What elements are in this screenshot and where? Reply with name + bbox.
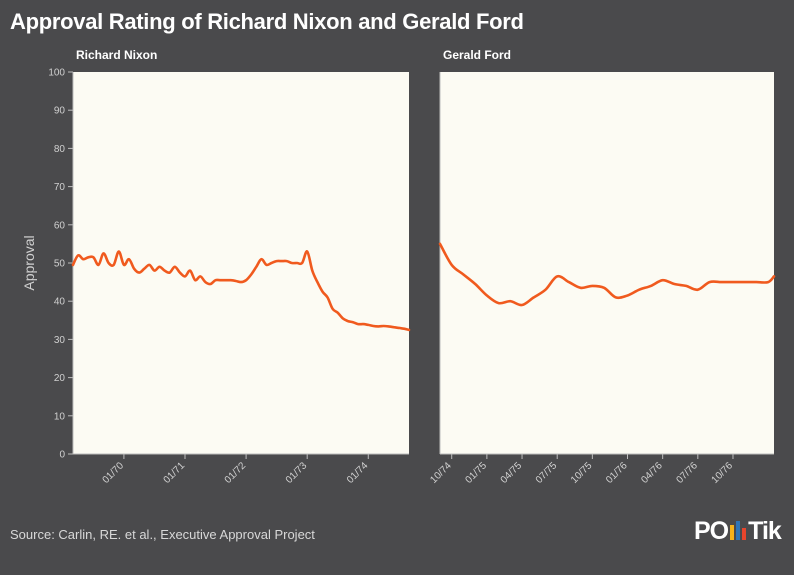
y-tick-label: 10 [54,411,66,422]
x-tick-label: 01/72 [223,460,249,486]
y-tick-label: 90 [54,106,66,117]
x-tick-label: 04/75 [499,460,525,486]
x-tick-label: 10/74 [428,460,454,486]
x-tick-label: 01/76 [604,460,630,486]
y-tick-label: 40 [54,297,66,308]
y-axis-label: Approval [21,235,37,290]
plot-area [440,72,774,454]
y-tick-label: 70 [54,182,66,193]
approval-series-line [438,242,776,307]
y-tick-label: 0 [59,450,65,461]
approval-series-line [71,250,411,332]
x-tick-label: 10/76 [710,460,736,486]
x-tick-label: 01/75 [464,460,490,486]
x-tick-label: 07/75 [534,460,560,486]
source-note: Source: Carlin, RE. et al., Executive Ap… [10,527,315,542]
nixon-panel: Richard Nixon 0 10 20 30 40 50 60 70 80 90 100 01/70… [48,48,411,486]
x-tick-label: 07/76 [674,460,700,486]
x-tick-label: 01/70 [101,460,127,486]
chart-title: Approval Rating of Richard Nixon and Ger… [10,9,524,34]
plot-area [73,72,409,454]
x-tick-label: 01/74 [345,460,371,486]
logo-bars-icon [730,521,747,540]
y-tick-label: 30 [54,335,66,346]
x-tick-label: 01/73 [284,460,310,486]
y-tick-label: 20 [54,373,66,384]
logo-text-right: Tik [748,517,782,545]
panel-title: Gerald Ford [443,48,511,62]
x-tick-label: 10/75 [569,460,595,486]
y-tick-label: 60 [54,220,66,231]
ford-panel: Gerald Ford 10/74 01/75 04/75 07/75 10/75 01/7… [428,48,776,486]
panel-title: Richard Nixon [76,48,157,62]
y-tick-label: 50 [54,259,66,270]
logo-text-left: PO [694,517,729,545]
politik-logo: PO Tik [694,517,782,546]
y-tick-label: 100 [48,68,65,79]
x-tick-label: 04/76 [639,460,665,486]
x-tick-label: 01/71 [162,460,188,486]
y-tick-label: 80 [54,144,66,155]
